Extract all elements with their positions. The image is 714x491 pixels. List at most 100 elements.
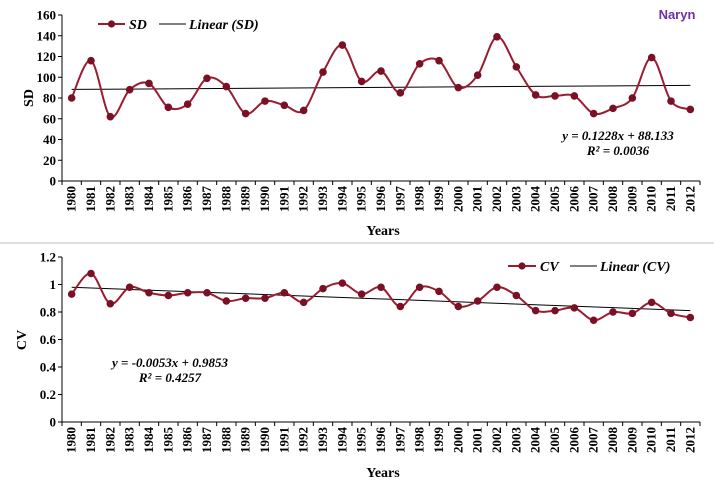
sd-x-tick-label: 1984 [141,186,156,213]
cv-data-point [357,290,366,298]
sd-data-point [647,53,656,62]
cv-y-tick-label: 0.8 [40,305,57,320]
sd-data-point [686,105,695,114]
sd-data-point [512,63,521,71]
sd-data-point [628,94,637,102]
sd-x-tick-label: 2008 [605,186,620,213]
sd-data-point [338,41,347,49]
cv-x-tick-label: 1990 [257,427,272,453]
cv-series-line [70,272,691,322]
cv-x-tick-label: 1991 [276,427,291,453]
sd-x-tick-label: 2003 [508,186,523,213]
sd-data-point [67,94,76,102]
sd-y-tick-label: 20 [43,153,56,168]
cv-trend-line [71,286,691,312]
sd-x-tick-label: 2000 [450,186,465,212]
sd-data-point [377,67,385,75]
sd-data-point [261,97,269,105]
sd-x-tick-label: 1983 [122,186,137,213]
cv-x-tick-label: 2004 [528,427,543,454]
sd-x-tick-label: 1989 [238,186,253,213]
cv-data-point [338,279,347,287]
cv-x-tick-label: 1999 [431,427,446,454]
cv-x-tick-label: 1983 [122,427,137,454]
cv-data-point [299,298,308,307]
sd-y-axis-title: SD [22,89,37,107]
cv-data-point [222,297,231,305]
cv-data-point [377,283,385,292]
sd-legend-trend-label: Linear (SD) [188,18,259,33]
cv-x-tick-label: 1993 [315,427,330,454]
sd-data-point [241,109,250,118]
sd-x-tick-label: 1992 [296,186,311,212]
cv-trend-equation: y = -0.0053x + 0.9853 [110,355,228,370]
cv-x-tick-label: 1980 [64,427,79,453]
cv-data-point [67,290,76,298]
sd-x-tick-label: 1995 [354,186,369,213]
sd-data-point [493,32,501,41]
sd-legend-series-label: SD [129,18,147,33]
sd-data-point [396,89,405,97]
cv-data-point [512,291,521,300]
sd-trend-r2: R² = 0.0036 [586,143,650,158]
sd-data-point [125,85,134,94]
sd-legend-series-marker [107,20,116,28]
cv-data-point [570,304,579,312]
cv-x-tick-label: 1996 [373,427,388,454]
sd-data-point [183,100,192,109]
cv-y-tick-label: 1 [50,277,57,292]
sd-trend-equation: y = 0.1228x + 88.133 [560,128,674,143]
sd-data-point [87,56,95,65]
sd-x-tick-label: 1980 [64,186,79,212]
sd-legend: SD Linear (SD) [98,18,259,33]
sd-data-point [589,109,598,118]
sd-x-axis-title: Years [366,224,400,239]
sd-x-tick-label: 1981 [83,186,98,212]
sd-x-tick-label: 1982 [102,186,117,212]
cv-data-point [647,298,656,307]
sd-x-tick-label: 1987 [199,186,214,213]
cv-data-point [493,283,501,292]
cv-data-point [261,294,269,303]
cv-x-tick-label: 1988 [218,427,233,454]
sd-data-point [106,112,115,121]
cv-x-tick-label: 1981 [83,427,98,453]
cv-data-point [319,284,327,293]
cv-x-tick-label: 2003 [508,427,523,454]
cv-x-tick-label: 2008 [605,427,620,454]
cv-data-point [125,283,134,292]
sd-x-tick-label: 1994 [334,186,349,213]
cv-x-tick-label: 1987 [199,427,214,454]
sd-x-tick-label: 2001 [470,186,485,212]
cv-data-point [183,288,192,297]
sd-x-tick-label: 1997 [392,186,407,213]
sd-x-tick-label: 2005 [547,186,562,213]
cv-x-tick-label: 2009 [624,427,639,454]
sd-x-tick-label: 2009 [624,186,639,213]
cv-data-point [589,316,598,325]
sd-x-tick-label: 1999 [431,186,446,213]
sd-data-point [222,82,231,91]
sd-data-point [454,83,463,92]
cv-legend: CV Linear (CV) [508,260,670,275]
cv-data-point [628,309,637,318]
cv-y-axis-title: CV [15,330,30,350]
cv-y-tick-label: 0.6 [40,332,57,347]
sd-data-point [164,103,173,112]
cv-x-tick-label: 1982 [102,427,117,453]
sd-data-point [280,101,289,110]
cv-x-tick-label: 1989 [238,427,253,454]
sd-x-tick-label: 2002 [489,186,504,212]
cv-x-tick-label: 2006 [566,427,581,454]
cv-x-tick-label: 1992 [296,427,311,453]
sd-y-tick-label: 40 [43,132,56,147]
cv-data-point [454,302,463,311]
cv-x-tick-label: 1986 [180,427,195,454]
sd-x-tick-label: 2010 [644,186,659,212]
cv-x-tick-label: 1998 [412,427,427,454]
sd-y-tick-label: 120 [37,49,57,64]
cv-data-point [531,306,540,315]
sd-data-point [299,106,308,115]
cv-data-point [396,302,405,311]
